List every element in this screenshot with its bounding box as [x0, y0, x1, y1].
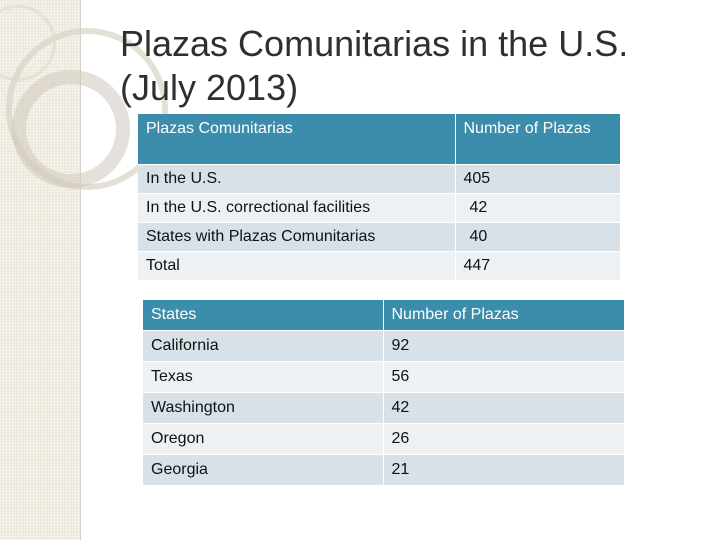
summary-row-value: 40: [455, 221, 620, 251]
state-value: 42: [383, 392, 624, 424]
table-row: Washington 42: [143, 392, 624, 424]
summary-row-label: Total: [138, 250, 456, 280]
state-value: 21: [383, 454, 624, 485]
table-row: In the U.S. 405: [138, 163, 620, 193]
summary-row-value: 447: [455, 250, 620, 280]
summary-row-label: States with Plazas Comunitarias: [138, 221, 456, 251]
slide-title-line-2: (July 2013): [120, 67, 299, 108]
table-row: California 92: [143, 330, 624, 362]
decorative-ring: [6, 28, 168, 190]
summary-table-header-row: Plazas Comunitarias Number of Plazas: [138, 114, 620, 164]
summary-table: Plazas Comunitarias Number of Plazas In …: [138, 114, 620, 280]
table-row: Total 447: [138, 250, 620, 280]
state-name: Georgia: [143, 454, 384, 485]
states-table-header-row: States Number of Plazas: [143, 300, 624, 331]
state-name: Texas: [143, 361, 384, 393]
states-header-states: States: [143, 300, 384, 331]
summary-row-value: 42: [455, 192, 620, 222]
decorative-ring: [12, 70, 130, 188]
states-header-number: Number of Plazas: [383, 300, 624, 331]
table-row: States with Plazas Comunitarias 40: [138, 221, 620, 251]
slide-title: Plazas Comunitarias in the U.S. (July 20…: [120, 22, 680, 110]
side-band-edge: [80, 0, 81, 540]
state-value: 26: [383, 423, 624, 455]
summary-row-label: In the U.S. correctional facilities: [138, 192, 456, 222]
table-row: Georgia 21: [143, 454, 624, 485]
states-table: States Number of Plazas California 92 Te…: [143, 300, 624, 485]
state-name: Washington: [143, 392, 384, 424]
summary-header-plazas: Plazas Comunitarias: [138, 114, 456, 164]
table-row: Oregon 26: [143, 423, 624, 455]
table-row: In the U.S. correctional facilities 42: [138, 192, 620, 222]
state-value: 56: [383, 361, 624, 393]
summary-header-number: Number of Plazas: [455, 114, 620, 164]
decorative-ring: [0, 5, 56, 81]
state-name: California: [143, 330, 384, 362]
summary-row-label: In the U.S.: [138, 163, 456, 193]
state-name: Oregon: [143, 423, 384, 455]
summary-row-value: 405: [455, 163, 620, 193]
state-value: 92: [383, 330, 624, 362]
table-row: Texas 56: [143, 361, 624, 393]
slide-title-line-1: Plazas Comunitarias in the U.S.: [120, 23, 629, 64]
